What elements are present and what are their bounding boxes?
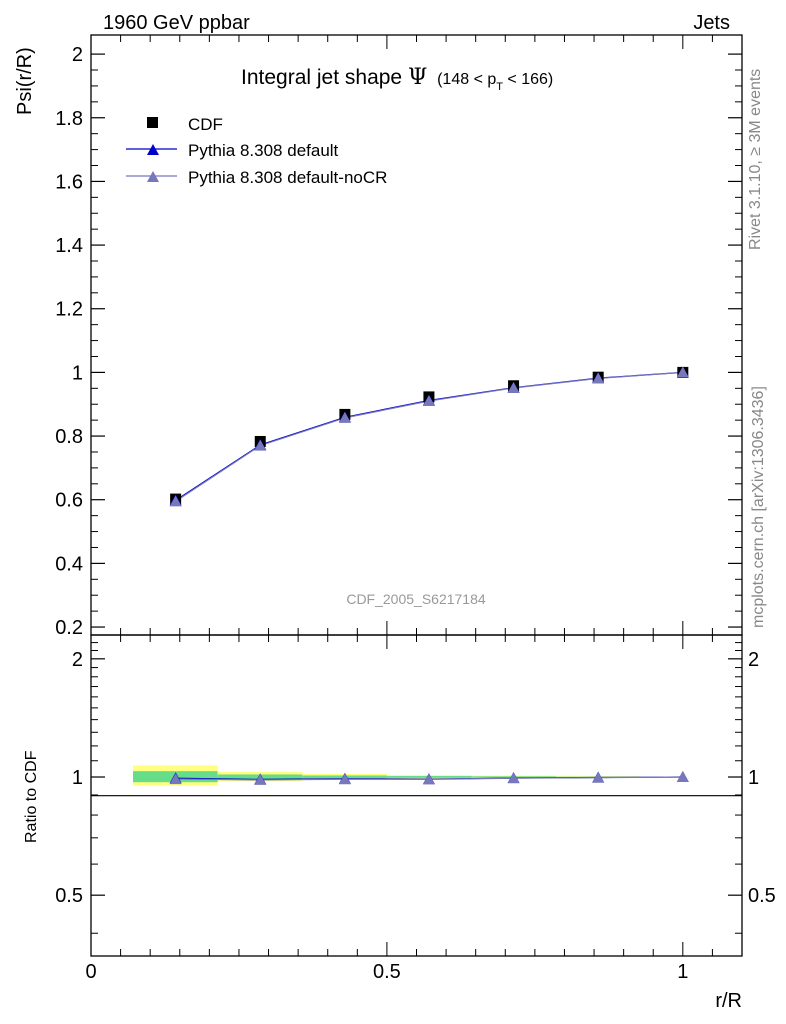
main-ytick-label: 2 xyxy=(72,44,83,66)
ratio-xtick-label: 0.5 xyxy=(373,961,401,983)
ratio-y-axis-label: Ratio to CDF xyxy=(23,750,40,843)
ratio-data-point-1 xyxy=(338,773,351,785)
main-title-symbol: Ψ xyxy=(408,65,427,90)
main-title-range-subscript: T xyxy=(496,81,503,93)
mc-data-point-2 xyxy=(254,439,267,451)
legend-entry-pythia-default: Pythia 8.308 default xyxy=(126,141,339,160)
mc-data-point-2 xyxy=(676,366,689,378)
main-ytick-label: 1.2 xyxy=(55,299,83,321)
mc-data-point-2 xyxy=(169,495,182,507)
ratio-x-ticks: 0 0.5 1 xyxy=(85,635,743,983)
ratio-ytick-label-left: 2 xyxy=(72,649,83,671)
watermark: CDF_2005_S6217184 xyxy=(346,591,486,607)
main-title-range-prefix: (148 < p xyxy=(437,71,496,88)
x-axis-label: r/R xyxy=(715,990,742,1012)
main-ytick-label: 0.6 xyxy=(55,490,83,512)
ratio-ytick-label-left: 0.5 xyxy=(55,885,83,907)
legend-marker-cdf xyxy=(147,117,158,128)
main-title-range-suffix: < 166) xyxy=(503,71,553,88)
main-plot-panel: 0.2 0.4 0.6 0.8 1 1.2 1.4 1.6 1.8 2 Psi(r/R) Inte… xyxy=(14,34,743,639)
main-ytick-label: 1.6 xyxy=(55,171,83,193)
main-ytick-label: 1 xyxy=(72,362,83,384)
legend-label-pythia-default: Pythia 8.308 default xyxy=(188,141,339,160)
mc-data-point-2 xyxy=(338,411,351,423)
ratio-y-ticks: 0.5 0.5 1 1 2 2 xyxy=(55,642,776,934)
main-ytick-label: 0.4 xyxy=(55,553,83,575)
rivet-label: Rivet 3.1.10, ≥ 3M events xyxy=(747,69,764,250)
main-title-text: Integral jet shape xyxy=(241,66,402,89)
legend-label-cdf: CDF xyxy=(188,115,223,134)
main-x-ticks xyxy=(90,35,743,635)
mcplots-label: mcplots.cern.ch [arXiv:1306.3436] xyxy=(750,386,767,628)
header-left: 1960 GeV ppbar xyxy=(103,12,250,34)
ratio-uncertainty-bands xyxy=(133,765,641,786)
ratio-data-point-1 xyxy=(422,773,435,785)
legend-label-pythia-nocr: Pythia 8.308 default-noCR xyxy=(188,168,387,187)
legend-entry-cdf: CDF xyxy=(147,115,223,134)
ratio-data-point-1 xyxy=(507,772,520,784)
ratio-data-point-1 xyxy=(254,773,267,785)
main-series-markers xyxy=(169,366,689,507)
ratio-ytick-label-left: 1 xyxy=(72,767,83,789)
ratio-ytick-label-right: 1 xyxy=(748,767,759,789)
mc-data-point-2 xyxy=(507,381,520,393)
main-ytick-label: 1.4 xyxy=(55,235,83,257)
legend-marker-pythia-nocr xyxy=(147,171,159,182)
main-ytick-label: 0.2 xyxy=(55,617,83,639)
ratio-data-point-1 xyxy=(676,771,689,783)
main-ytick-label: 0.8 xyxy=(55,426,83,448)
legend-entry-pythia-nocr: Pythia 8.308 default-noCR xyxy=(126,168,387,187)
legend-marker-pythia-default xyxy=(147,144,159,155)
header-right: Jets xyxy=(693,12,730,34)
ratio-plot-panel: 0.5 0.51 12 2 0 0.5 1 Ratio to CDF r/R xyxy=(23,634,776,1012)
main-title: Integral jet shape Ψ (148 < pT < 166) xyxy=(241,65,553,93)
ratio-ytick-label-right: 0.5 xyxy=(748,885,776,907)
ratio-data-point-1 xyxy=(169,773,182,785)
main-y-ticks: 0.2 0.4 0.6 0.8 1 1.2 1.4 1.6 1.8 2 xyxy=(55,44,742,639)
ratio-series-markers xyxy=(169,771,689,785)
main-y-axis-label: Psi(r/R) xyxy=(14,47,36,115)
ratio-data-point-1 xyxy=(592,771,605,783)
mc-data-point-2 xyxy=(592,372,605,384)
mc-data-point-2 xyxy=(422,395,435,407)
ratio-xtick-label: 1 xyxy=(677,961,688,983)
ratio-xtick-label: 0 xyxy=(85,961,96,983)
main-ytick-label: 1.8 xyxy=(55,108,83,130)
legend: CDF Pythia 8.308 default Pythia 8.308 de… xyxy=(126,115,387,187)
ratio-ytick-label-right: 2 xyxy=(748,649,759,671)
